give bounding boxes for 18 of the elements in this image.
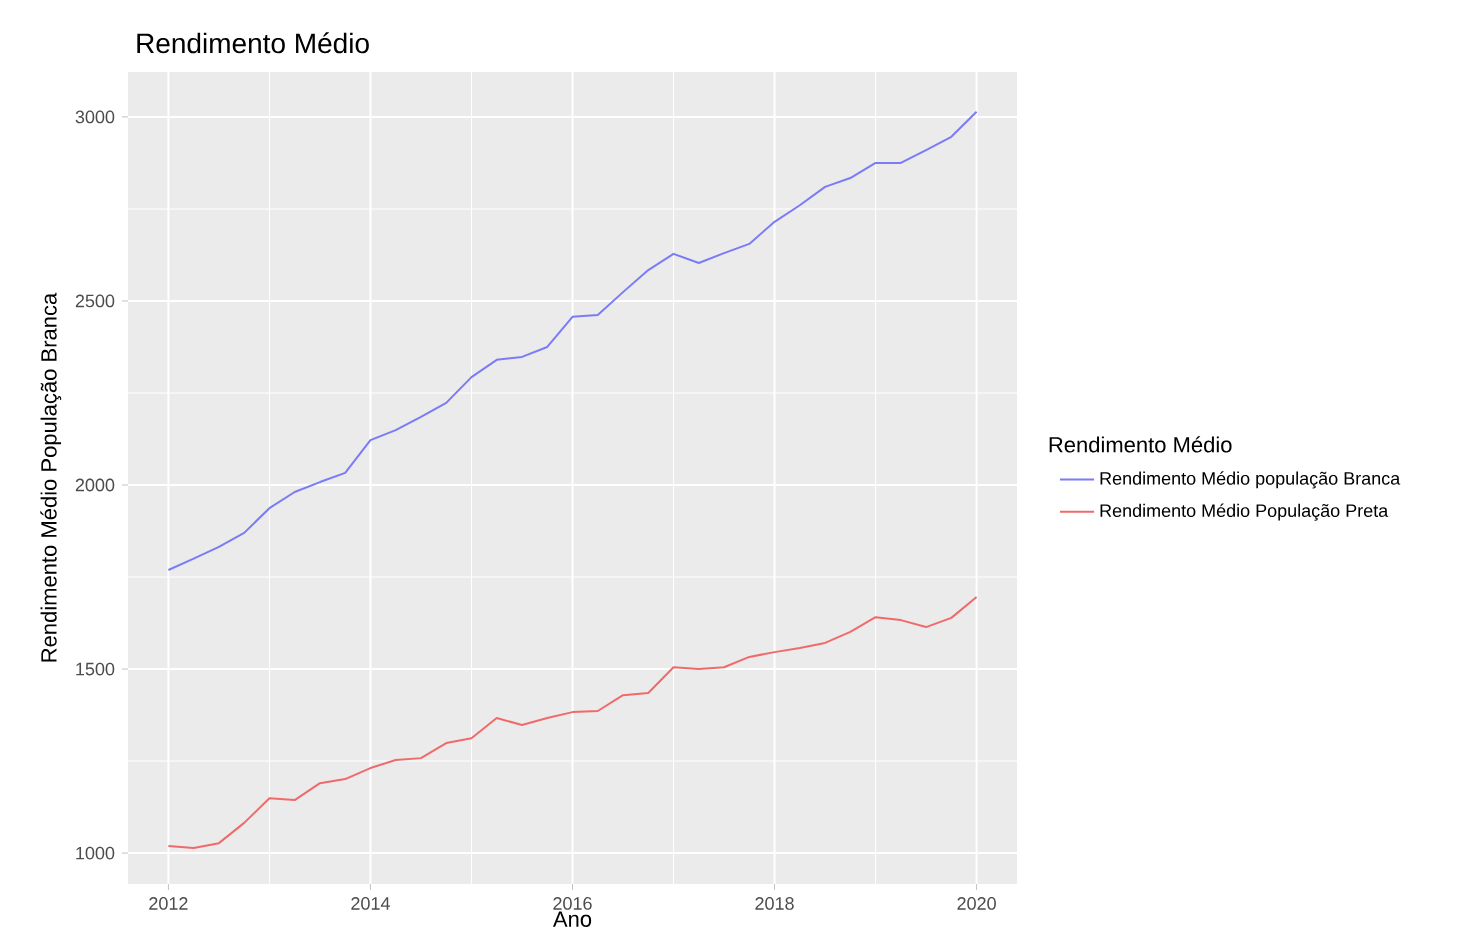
line-series bbox=[167, 110, 978, 572]
legend-label: Rendimento Médio população Branca bbox=[1100, 471, 1401, 489]
x-tick-label: 2018 bbox=[755, 897, 794, 910]
y-tick-label: 2500 bbox=[75, 294, 115, 308]
y-tick-label: 1000 bbox=[76, 846, 115, 860]
y-tick-label: 3000 bbox=[75, 110, 115, 124]
x-tick-label: 2016 bbox=[553, 897, 592, 910]
x-tick-label: 2020 bbox=[957, 897, 996, 910]
x-axis-title: Ano bbox=[552, 911, 592, 927]
chart-title: Rendimento Médio bbox=[137, 32, 369, 54]
legend-label: Rendimento Médio População Preta bbox=[1100, 503, 1389, 521]
x-tick-label: 2012 bbox=[149, 897, 188, 910]
y-axis-title: Rendimento Médio População Branca bbox=[40, 292, 62, 662]
line-series bbox=[167, 595, 978, 849]
y-tick-label: 2000 bbox=[75, 478, 115, 492]
x-tick-label: 2014 bbox=[351, 897, 390, 910]
y-tick-label: 1500 bbox=[76, 662, 115, 676]
legend-title: Rendimento Médio bbox=[1049, 436, 1232, 453]
